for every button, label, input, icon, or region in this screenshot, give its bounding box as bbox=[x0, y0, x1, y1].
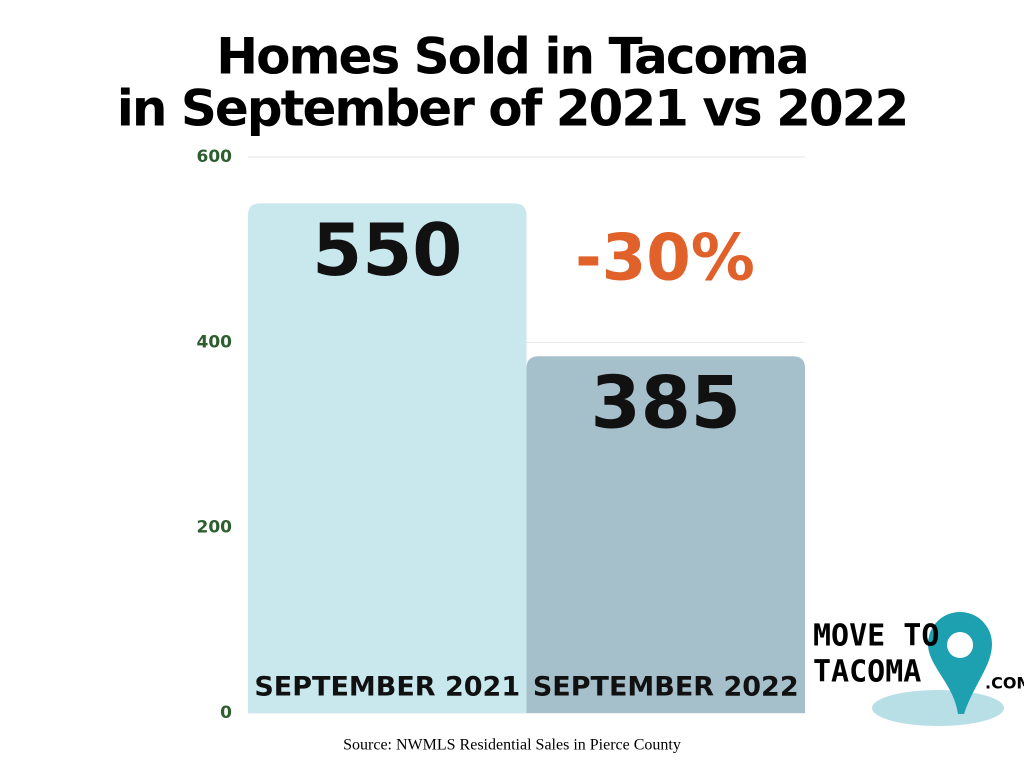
source: Source: NWMLS Residential Sales in Pierc… bbox=[343, 737, 681, 754]
bar bbox=[248, 203, 527, 714]
annotation: -30% bbox=[575, 222, 755, 296]
y-tick-label: 600 bbox=[197, 147, 233, 167]
logo-text: TACOMA bbox=[813, 655, 921, 690]
chart-title: in September of 2021 vs 2022 bbox=[117, 80, 908, 138]
x-tick-label: SEPTEMBER 2022 bbox=[533, 672, 799, 703]
logo: MOVE TO TACOMA .COM bbox=[813, 612, 1024, 726]
logo-text: MOVE TO bbox=[813, 619, 939, 654]
logo-pin bbox=[928, 612, 992, 714]
chart-title: Homes Sold in Tacoma bbox=[216, 28, 807, 86]
value-label: 385 bbox=[591, 361, 741, 445]
logo-shadow bbox=[872, 690, 1004, 726]
y-tick-label: 200 bbox=[197, 518, 233, 538]
y-tick-label: 0 bbox=[220, 703, 232, 723]
value-label: 550 bbox=[312, 208, 462, 292]
logo-text: .COM bbox=[985, 674, 1024, 693]
x-tick-label: SEPTEMBER 2021 bbox=[254, 672, 520, 703]
y-tick-label: 400 bbox=[197, 332, 233, 352]
bar bbox=[526, 356, 805, 713]
